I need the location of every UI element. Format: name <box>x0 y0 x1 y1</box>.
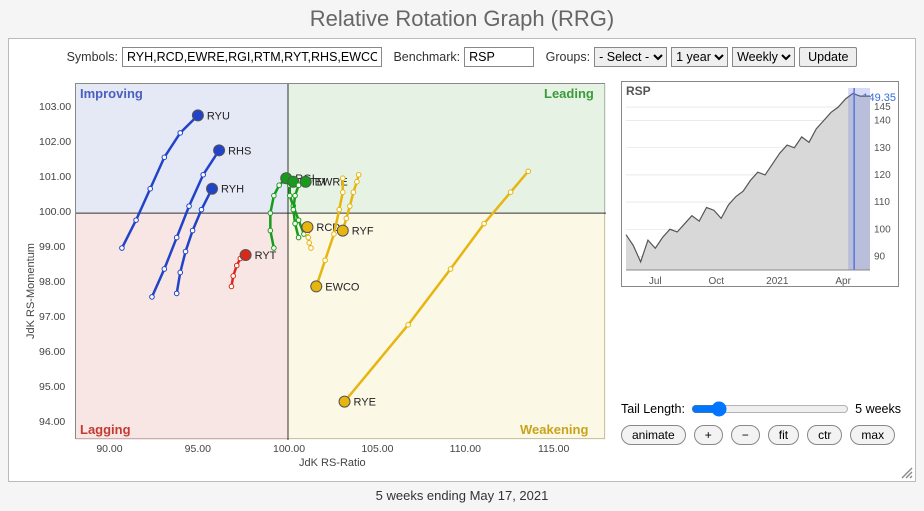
ytick: 95.00 <box>39 381 65 393</box>
svg-text:RYU: RYU <box>207 110 230 122</box>
page-title: Relative Rotation Graph (RRG) <box>0 0 924 36</box>
ytick: 96.00 <box>39 346 65 358</box>
side-panel: RSP 149.35 90100110120130140145JulOct202… <box>621 81 901 445</box>
ytick: 94.00 <box>39 416 65 428</box>
svg-text:2021: 2021 <box>766 276 789 287</box>
svg-text:Apr: Apr <box>835 276 851 287</box>
svg-text:RYE: RYE <box>354 397 376 409</box>
svg-text:100: 100 <box>874 224 891 235</box>
benchmark-label: Benchmark: <box>393 50 460 64</box>
animate-button[interactable]: animate <box>621 425 686 445</box>
benchmark-input[interactable] <box>464 47 534 67</box>
tail-length-label: Tail Length: <box>621 402 685 416</box>
freq-select[interactable]: Weekly <box>732 47 795 67</box>
footer-text: 5 weeks ending May 17, 2021 <box>0 488 924 503</box>
x-axis-label: JdK RS-Ratio <box>299 457 366 469</box>
tail-length-value: 5 weeks <box>855 402 901 416</box>
xtick: 110.00 <box>450 443 481 455</box>
svg-text:120: 120 <box>874 170 891 181</box>
xtick: 115.00 <box>538 443 569 455</box>
update-button[interactable]: Update <box>799 47 857 67</box>
ytick: 101.00 <box>39 171 71 183</box>
svg-text:110: 110 <box>874 197 890 208</box>
range-select[interactable]: 1 year <box>671 47 728 67</box>
max-button[interactable]: max <box>850 425 895 445</box>
ytick: 100.00 <box>39 206 71 218</box>
groups-label: Groups: <box>546 50 590 64</box>
svg-text:140: 140 <box>874 116 891 127</box>
tail-length-row: Tail Length: 5 weeks <box>621 401 901 417</box>
xtick: 90.00 <box>96 443 122 455</box>
svg-text:Jul: Jul <box>649 276 662 287</box>
ytick: 98.00 <box>39 276 65 288</box>
toolbar: Symbols: Benchmark: Groups: - Select - 1… <box>9 39 915 73</box>
rrg-chart-area: ImprovingLeadingLaggingWeakeningRYURHSRY… <box>19 79 609 475</box>
xtick: 100.00 <box>273 443 305 455</box>
fit-button[interactable]: fit <box>768 425 799 445</box>
svg-text:130: 130 <box>874 143 891 154</box>
svg-text:EWCO: EWCO <box>325 281 360 293</box>
tail-length-slider[interactable] <box>691 401 849 417</box>
rrg-plot[interactable]: ImprovingLeadingLaggingWeakeningRYURHSRY… <box>75 83 605 439</box>
svg-text:Oct: Oct <box>708 276 724 287</box>
xtick: 95.00 <box>185 443 211 455</box>
ytick: 99.00 <box>39 241 65 253</box>
xtick: 105.00 <box>361 443 393 455</box>
center-button[interactable]: ctr <box>807 425 842 445</box>
ytick: 103.00 <box>39 101 71 113</box>
resize-grip-icon[interactable] <box>899 465 913 479</box>
zoom-out-button[interactable]: − <box>731 425 760 445</box>
symbols-label: Symbols: <box>67 50 118 64</box>
ytick: 97.00 <box>39 311 65 323</box>
benchmark-mini-chart[interactable]: RSP 149.35 90100110120130140145JulOct202… <box>621 81 899 287</box>
groups-select[interactable]: - Select - <box>594 47 667 67</box>
svg-text:RYH: RYH <box>221 184 244 196</box>
svg-text:RYT: RYT <box>255 250 277 262</box>
y-axis-label: JdK RS-Momentum <box>25 243 37 339</box>
svg-text:RYF: RYF <box>352 226 374 238</box>
symbols-input[interactable] <box>122 47 382 67</box>
zoom-in-button[interactable]: + <box>694 425 723 445</box>
svg-text:90: 90 <box>874 251 886 262</box>
svg-text:RHS: RHS <box>228 145 251 157</box>
svg-text:145: 145 <box>874 102 891 113</box>
ytick: 102.00 <box>39 136 71 148</box>
main-panel: Symbols: Benchmark: Groups: - Select - 1… <box>8 38 916 482</box>
